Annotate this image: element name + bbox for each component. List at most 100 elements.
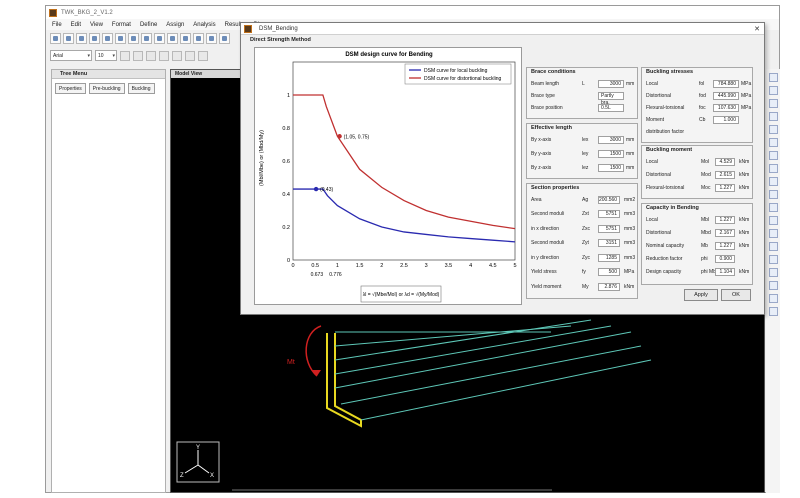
- align-right-button[interactable]: [185, 50, 195, 61]
- load-icon[interactable]: [768, 138, 778, 147]
- rotate-icon[interactable]: [768, 112, 778, 121]
- open-folder-icon[interactable]: [63, 33, 74, 44]
- row-label: Second moduli: [531, 211, 565, 217]
- row-value-field[interactable]: 3151: [598, 239, 620, 247]
- menu-view[interactable]: View: [90, 21, 103, 28]
- row-value-field[interactable]: 107.630: [713, 103, 739, 112]
- row-value-field[interactable]: 1500: [598, 163, 624, 172]
- paste-icon[interactable]: [128, 33, 139, 44]
- menu-file[interactable]: File: [52, 21, 62, 28]
- chart-icon[interactable]: [768, 294, 778, 303]
- support-icon[interactable]: [768, 203, 778, 212]
- menu-results[interactable]: Results: [224, 21, 245, 28]
- node-icon[interactable]: [768, 86, 778, 95]
- shape-icon[interactable]: [768, 281, 778, 290]
- row-value-field[interactable]: 1.104: [715, 267, 735, 276]
- buckling-button[interactable]: Buckling: [127, 83, 155, 94]
- cut-icon[interactable]: [115, 33, 126, 44]
- row-value-field[interactable]: 784.880: [713, 79, 739, 88]
- copy-icon[interactable]: [102, 33, 113, 44]
- axis-z-label: Z: [180, 473, 184, 479]
- row-value-field[interactable]: 445.990: [713, 91, 739, 100]
- curve-icon[interactable]: [768, 151, 778, 160]
- print-icon[interactable]: [89, 33, 100, 44]
- row-symbol: phi: [701, 255, 708, 262]
- xlabel-box: [360, 285, 442, 303]
- row-value-field[interactable]: 0.900: [715, 254, 735, 263]
- menu-define[interactable]: Define: [139, 21, 158, 28]
- row-symbol: ley: [582, 150, 589, 157]
- cube-icon[interactable]: [768, 190, 778, 199]
- arc-icon[interactable]: [768, 229, 778, 238]
- row-value-field[interactable]: 1.000: [713, 115, 739, 124]
- export-icon[interactable]: [768, 307, 778, 316]
- ok-button[interactable]: OK: [721, 289, 751, 301]
- right-toolbar: [766, 69, 780, 493]
- wave-icon[interactable]: [768, 268, 778, 277]
- mesh-icon[interactable]: [768, 164, 778, 173]
- row-value-field[interactable]: 3000: [598, 79, 624, 88]
- refresh-icon[interactable]: [206, 33, 217, 44]
- tool-icon[interactable]: [193, 33, 204, 44]
- row-value-field[interactable]: 5751: [598, 224, 620, 233]
- row-value-field[interactable]: 2.167: [715, 228, 735, 237]
- new-file-icon[interactable]: [50, 33, 61, 44]
- size-combo[interactable]: 10 ▾: [95, 50, 117, 61]
- row-symbol: phi Mb: [701, 268, 717, 275]
- row-value-field[interactable]: 1285: [598, 253, 620, 262]
- axis-triad-box: [176, 441, 220, 483]
- cs-icon[interactable]: [768, 125, 778, 134]
- save-icon[interactable]: [76, 33, 87, 44]
- close-icon[interactable]: ✕: [754, 25, 760, 33]
- align-left-button[interactable]: [159, 50, 169, 61]
- window-bottom-edge: [232, 489, 552, 491]
- row-symbol: L: [582, 80, 585, 87]
- row-value-field[interactable]: 500: [598, 268, 620, 276]
- row-value-field[interactable]: 1500: [598, 149, 624, 158]
- grey-square-icon[interactable]: [768, 242, 778, 251]
- delete-icon[interactable]: [141, 33, 152, 44]
- settings-icon[interactable]: [219, 33, 230, 44]
- row-value-field[interactable]: 1.227: [715, 241, 735, 250]
- row-value-field[interactable]: 200.560: [598, 195, 620, 204]
- font-combo[interactable]: Arial ▾: [50, 50, 92, 61]
- row-select[interactable]: Partly bra.: [598, 91, 624, 106]
- row-value-field[interactable]: 1.227: [715, 183, 735, 192]
- undo-icon[interactable]: [154, 33, 165, 44]
- underline-button[interactable]: [146, 50, 156, 61]
- row-value-field[interactable]: 1.227: [715, 215, 735, 224]
- row-value-field[interactable]: 2.615: [715, 170, 735, 179]
- row-value-field[interactable]: 3000: [598, 135, 624, 144]
- menu-edit[interactable]: Edit: [70, 21, 82, 28]
- x-tick-label: 1.5: [356, 263, 364, 269]
- bold-button[interactable]: [120, 50, 130, 61]
- view-3d-icon[interactable]: [768, 73, 778, 82]
- row-label: Distortional: [646, 229, 672, 236]
- row-select[interactable]: 0.5L: [598, 103, 624, 112]
- properties-button[interactable]: Properties: [55, 83, 86, 94]
- row-value-field[interactable]: 4.529: [715, 157, 735, 166]
- apply-button[interactable]: Apply: [684, 289, 718, 301]
- solid-icon[interactable]: [768, 177, 778, 186]
- section-icon[interactable]: [768, 99, 778, 108]
- italic-button[interactable]: [133, 50, 143, 61]
- row-value-field[interactable]: 2.876: [598, 282, 620, 291]
- align-center-button[interactable]: [172, 50, 182, 61]
- row-symbol: Zyc: [582, 254, 591, 261]
- menu-assign[interactable]: Assign: [166, 21, 185, 28]
- grey-square2-icon[interactable]: [768, 255, 778, 264]
- chart-xlabel: λl = √(Mbe/Mol) or λd = √(My/Mod): [363, 291, 440, 298]
- row-unit: mm: [626, 164, 635, 171]
- brace-row: Brace type Partly bra.: [526, 91, 638, 106]
- brace-conditions-title: Brace conditions: [531, 69, 576, 75]
- spring-icon[interactable]: [768, 216, 778, 225]
- color-button[interactable]: [198, 50, 208, 61]
- chart-ylabel: (Mbl/Mbe) or (Mbd/My): [259, 130, 265, 186]
- pre-buckling-button[interactable]: Pre-buckling: [88, 83, 125, 94]
- menu-format[interactable]: Format: [111, 21, 131, 28]
- row-value-field[interactable]: 5751: [598, 210, 620, 218]
- redo-icon[interactable]: [167, 33, 178, 44]
- measure-icon[interactable]: [180, 33, 191, 44]
- buckling-moment-title: Buckling moment: [646, 147, 693, 153]
- menu-analysis[interactable]: Analysis: [193, 21, 216, 28]
